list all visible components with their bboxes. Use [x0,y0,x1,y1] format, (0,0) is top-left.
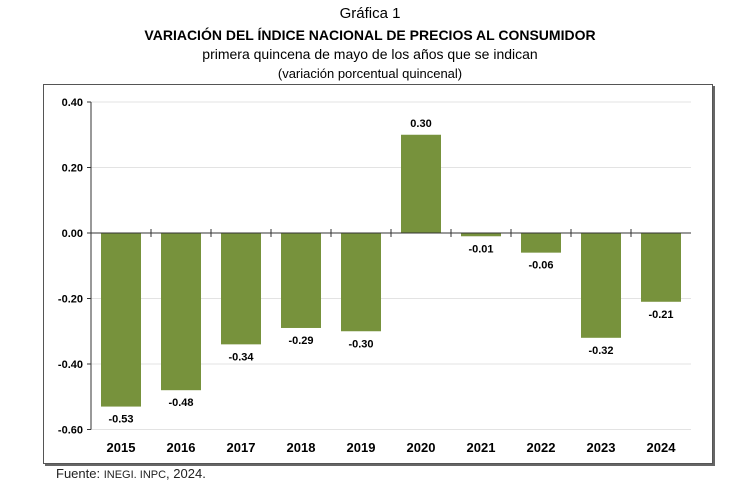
chart-label: Gráfica 1 [339,5,401,22]
bar-2018 [281,233,321,328]
chart-subtitle: primera quincena de mayo de los años que… [202,46,538,62]
data-label: -0.06 [528,260,553,272]
x-tick-label: 2015 [107,440,136,455]
y-tick-label: 0.20 [62,163,83,175]
x-tick-label: 2023 [587,440,616,455]
data-label: -0.32 [588,345,613,357]
x-tick-label: 2019 [347,440,376,455]
y-tick-label: -0.40 [58,359,83,371]
chart-unit: (variación porcentual quincenal) [277,66,463,81]
bar-2021 [461,233,501,237]
data-label: -0.29 [288,335,313,347]
chart-frame [43,84,713,464]
x-tick-label: 2020 [407,440,436,455]
x-tick-label: 2024 [647,440,677,455]
bar-2019 [341,233,381,332]
y-tick-label: -0.60 [58,425,83,437]
source-prefix: Fuente: [56,466,104,481]
data-label: -0.53 [108,414,133,426]
x-tick-label: 2017 [227,440,256,455]
bar-2016 [161,233,201,391]
data-label: -0.01 [468,243,493,255]
x-tick-label: 2018 [287,440,316,455]
data-label: -0.48 [168,397,193,409]
y-tick-label: 0.40 [62,97,83,109]
x-tick-label: 2016 [167,440,196,455]
bar-2022 [521,233,561,253]
bar-2024 [641,233,681,302]
bar-2023 [581,233,621,338]
data-label: -0.21 [648,309,673,321]
data-label: 0.30 [410,118,431,130]
chart-title: VARIACIÓN DEL ÍNDICE NACIONAL DE PRECIOS… [144,27,596,43]
data-label: -0.30 [348,338,373,350]
source-suffix: , 2024. [166,466,206,481]
x-tick-label: 2022 [527,440,556,455]
source-note: Fuente: INEGI. INPC, 2024. [56,466,206,481]
y-tick-label: 0.00 [62,228,83,240]
source-org: INEGI. INPC [103,469,167,481]
bar-2015 [101,233,141,407]
bar-2017 [221,233,261,345]
data-label: -0.34 [228,351,254,363]
bar-2020 [401,134,441,233]
y-tick-label: -0.20 [58,294,83,306]
x-tick-label: 2021 [467,440,496,455]
